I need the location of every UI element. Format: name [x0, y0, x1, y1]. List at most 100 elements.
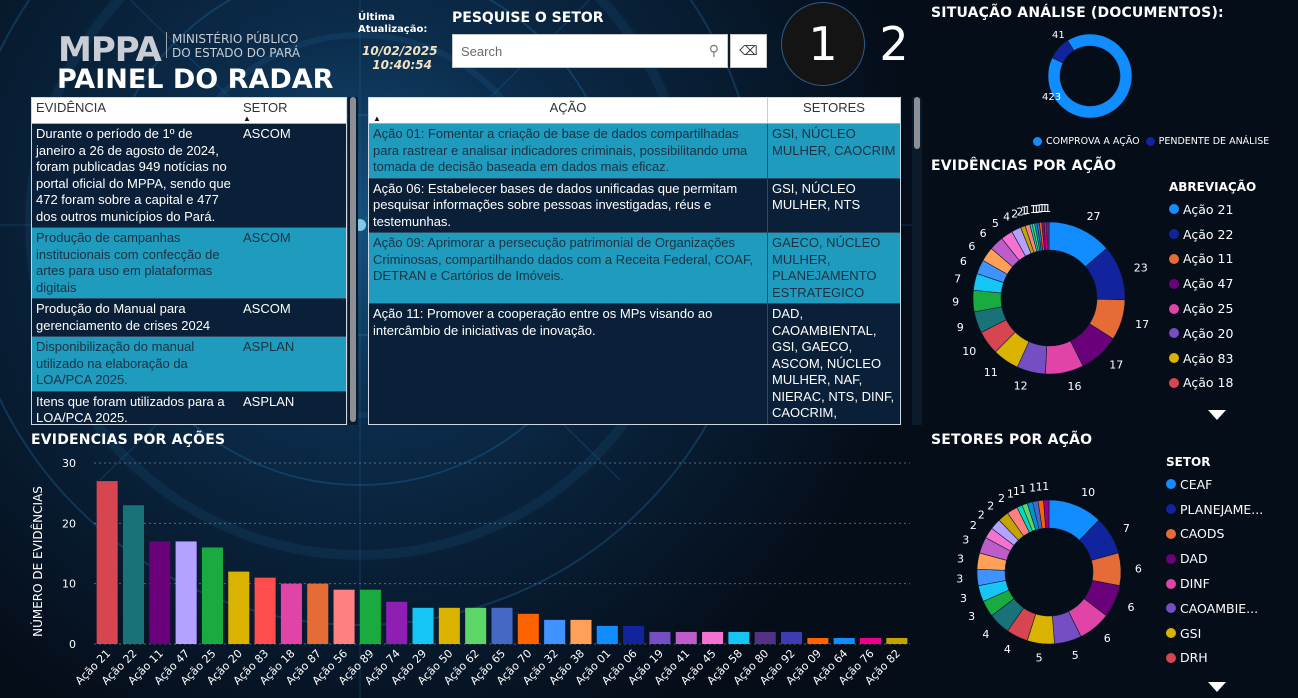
evid-legend-more-icon[interactable] [1208, 410, 1226, 420]
y-tick-label: 30 [62, 457, 76, 470]
bar[interactable] [596, 625, 618, 644]
setor-cell: ASPLAN [243, 393, 295, 409]
donut-slice[interactable] [1043, 499, 1050, 529]
legend-item[interactable]: Ação 20 [1169, 321, 1279, 346]
donut-slice[interactable] [1047, 33, 1133, 119]
legend-item[interactable]: PLANEJAME... [1166, 497, 1281, 522]
legend-dot [1169, 328, 1179, 339]
donut-data-label: 6 [980, 227, 987, 240]
bar[interactable] [623, 625, 645, 644]
bar[interactable] [254, 577, 276, 644]
col-setores[interactable]: SETORES [767, 98, 900, 123]
legend-item[interactable]: Ação 22 [1169, 222, 1279, 247]
action-scrollbar-thumb[interactable] [914, 97, 920, 149]
legend-item[interactable]: CEAF [1166, 472, 1281, 497]
search-icon[interactable]: ⚲ [708, 43, 719, 59]
bar[interactable] [807, 637, 829, 644]
legend-item[interactable]: DRH [1166, 646, 1281, 671]
bar[interactable] [359, 589, 381, 644]
col-acao[interactable]: AÇÃO ▲ [369, 98, 767, 123]
donut-data-label: 2 [970, 519, 977, 532]
bar[interactable] [280, 583, 302, 644]
legend-item[interactable]: Ação 21 [1169, 197, 1279, 222]
evidence-row[interactable]: Durante o período de 1º de janeiro a 26 … [32, 124, 346, 228]
bar[interactable] [333, 589, 355, 644]
search-box[interactable]: ⚲ [452, 34, 728, 68]
legend-item[interactable]: DAD [1166, 546, 1281, 571]
evidence-scrollbar-thumb[interactable] [350, 97, 356, 422]
bar[interactable] [228, 571, 250, 644]
legend-item[interactable]: CAOAMBIE... [1166, 596, 1281, 621]
evidence-row[interactable]: Produção de campanhas institucionais com… [32, 228, 346, 299]
legend-item[interactable]: Ação 25 [1169, 296, 1279, 321]
bar[interactable] [465, 607, 487, 644]
col-setor[interactable]: SETOR ▲ [239, 98, 346, 123]
donut-data-label: 4 [1004, 643, 1011, 656]
situacao-legend: COMPROVA A AÇÃO PENDENTE DE ANÁLISE [1033, 136, 1269, 147]
legend-label: CEAF [1180, 476, 1213, 492]
legend-label: Ação 25 [1183, 301, 1234, 317]
y-axis-label: NÚMERO DE EVIDÊNCIAS [30, 486, 45, 637]
legend-item[interactable]: GSI [1166, 621, 1281, 646]
bar[interactable] [491, 607, 513, 644]
legend-item[interactable]: Ação 83 [1169, 346, 1279, 371]
action-row[interactable]: Ação 01: Fomentar a criação de base de d… [369, 124, 900, 179]
bar[interactable] [754, 631, 776, 644]
donut-data-label: 27 [1087, 210, 1101, 223]
bar[interactable] [728, 631, 750, 644]
legend-item[interactable]: DINF [1166, 571, 1281, 596]
clear-filter-button[interactable]: ⌫ [730, 34, 767, 68]
bar[interactable] [702, 631, 724, 644]
bar[interactable] [675, 631, 697, 644]
evidence-cell: Itens que foram utilizados para a LOA/PC… [36, 393, 225, 425]
bar[interactable] [386, 601, 408, 644]
evid-acao-title: EVIDÊNCIAS POR AÇÃO [931, 158, 1117, 174]
legend-item[interactable]: Ação 18 [1169, 371, 1279, 396]
bar[interactable] [438, 607, 460, 644]
donut-data-label: 2 [1017, 206, 1024, 219]
donut-data-label: 5 [1036, 651, 1043, 664]
evid-acao-legend: ABREVIAÇÃO Ação 21 Ação 22 Ação 11 Ação 47 A… [1169, 180, 1279, 395]
setores-legend-more-icon[interactable] [1208, 682, 1226, 692]
legend-dot [1166, 528, 1176, 539]
bar[interactable] [886, 637, 908, 644]
bar[interactable] [175, 541, 197, 644]
action-scrollbar[interactable] [912, 97, 922, 425]
page-2-button[interactable]: 2 [879, 17, 909, 71]
search-input[interactable] [461, 43, 709, 59]
evidence-scrollbar[interactable] [348, 97, 358, 425]
legend-item[interactable]: Ação 47 [1169, 271, 1279, 296]
bar[interactable] [570, 619, 592, 644]
bar[interactable] [544, 619, 566, 644]
bar[interactable] [412, 607, 434, 644]
legend-dot [1169, 377, 1179, 388]
legend-dot [1166, 504, 1176, 515]
donut-slice[interactable] [1046, 221, 1050, 251]
donut-data-label: 2 [998, 492, 1005, 505]
bar[interactable] [201, 547, 223, 644]
evidence-row[interactable]: Produção do Manual para gerenciamento de… [32, 299, 346, 337]
bar[interactable] [833, 637, 855, 644]
legend-item[interactable]: Ação 11 [1169, 247, 1279, 272]
bar[interactable] [96, 481, 118, 644]
action-row[interactable]: Ação 09: Aprimorar a persecução patrimon… [369, 233, 900, 304]
bar[interactable] [781, 631, 803, 644]
evidence-row[interactable]: Itens que foram utilizados para a LOA/PC… [32, 391, 346, 425]
bar[interactable] [149, 541, 171, 644]
donut-slice[interactable] [1051, 40, 1075, 64]
bar[interactable] [307, 583, 329, 644]
action-row[interactable]: Ação 06: Estabelecer bases de dados unif… [369, 178, 900, 233]
donut-data-label: 1 [1021, 204, 1028, 217]
col-evidencia[interactable]: EVIDÊNCIA [36, 100, 107, 115]
bar[interactable] [122, 505, 145, 644]
action-table: AÇÃO ▲ SETORES Ação 01: Fomentar a criaç… [368, 97, 901, 425]
bar[interactable] [859, 637, 882, 644]
bar[interactable] [649, 631, 671, 644]
setores-title: SETORES POR AÇÃO [931, 432, 1093, 448]
legend-item[interactable]: CAODS [1166, 522, 1281, 547]
bar[interactable] [517, 613, 539, 644]
evidence-row[interactable]: Disponibilização do manual utilizado na … [32, 337, 346, 392]
page-1-button[interactable]: 1 [781, 2, 865, 86]
situacao-donut: 423 41 [1042, 30, 1133, 119]
action-row[interactable]: Ação 11: Promover a cooperação entre os … [369, 304, 900, 424]
